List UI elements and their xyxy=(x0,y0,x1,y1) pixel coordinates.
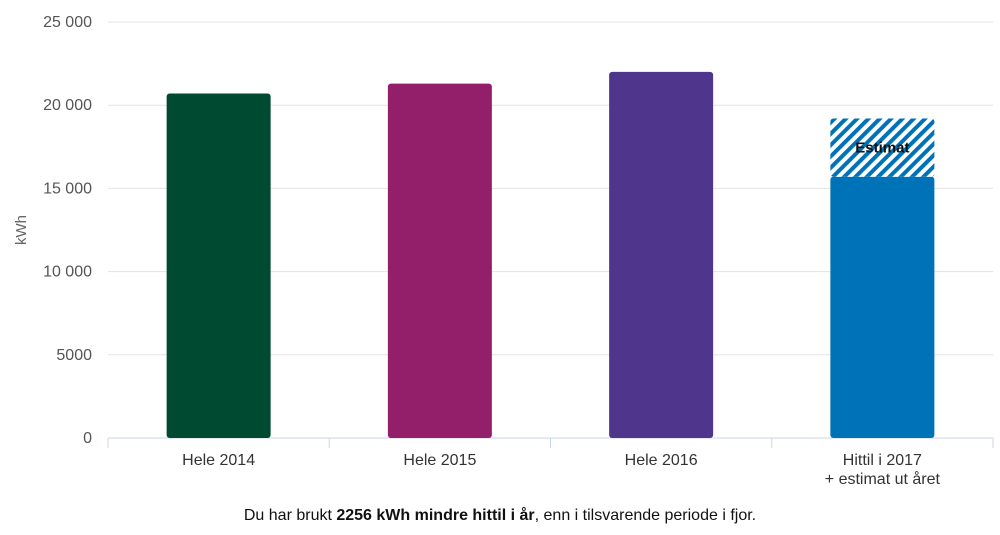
summary-suffix: , enn i tilsvarende periode i fjor. xyxy=(534,507,757,524)
y-tick-label: 15 000 xyxy=(43,180,92,197)
y-tick-label: 0 xyxy=(83,430,92,447)
bar xyxy=(609,71,714,439)
estimate-bar xyxy=(830,118,935,177)
bar xyxy=(166,93,271,438)
y-tick-label: 20 000 xyxy=(43,97,92,114)
bar xyxy=(387,83,492,439)
y-tick-label: 25 000 xyxy=(43,14,92,31)
y-tick-label: 10 000 xyxy=(43,264,92,281)
summary-highlight: 2256 kWh mindre hittil i år xyxy=(336,507,535,524)
x-tick-label: Hele 2015 xyxy=(403,452,476,469)
summary-prefix: Du har brukt xyxy=(243,507,337,524)
x-tick-label: Hele 2016 xyxy=(625,452,698,469)
x-tick-label: Hittil i 2017 + estimat ut året xyxy=(825,452,941,488)
consumption-bar-chart: 0 5000 10 000 15 000 20 000 25 000 Estimat Hele… xyxy=(13,14,994,488)
estimate-label: Estimat xyxy=(855,140,909,157)
y-axis-title: kWh xyxy=(13,215,30,245)
x-tick-label: Hele 2014 xyxy=(182,452,255,469)
y-tick-label: 5000 xyxy=(56,347,92,364)
usage-summary: Du har brukt 2256 kWh mindre hittil i år… xyxy=(0,507,1000,525)
bar xyxy=(830,176,935,438)
